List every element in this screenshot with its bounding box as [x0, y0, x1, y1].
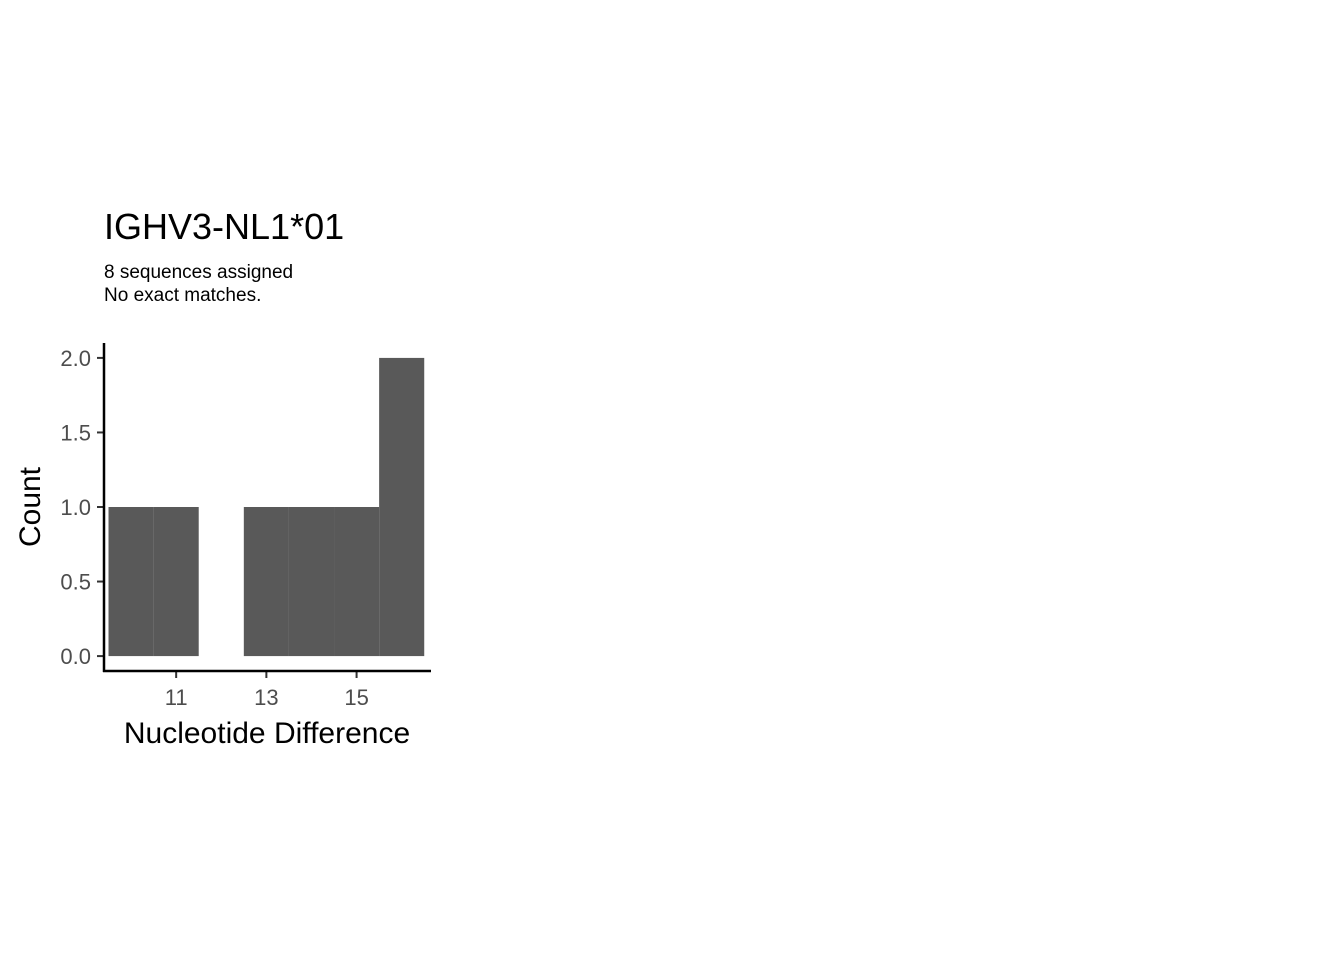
- y-axis-title: Count: [14, 466, 47, 547]
- y-tick-label: 0.5: [60, 570, 91, 595]
- x-tick-label: 11: [165, 685, 188, 710]
- y-tick-label: 1.5: [60, 420, 91, 445]
- y-tick-label: 0.0: [60, 644, 91, 669]
- bar-14: [288, 507, 335, 657]
- y-axis-ticks: 0.0 0.5 1.0 1.5 2.0: [60, 346, 104, 669]
- bar-11: [153, 507, 199, 657]
- bar-13: [243, 507, 289, 657]
- x-axis-ticks: 11 13 15: [165, 671, 369, 710]
- subtitle-line-matches: No exact matches.: [104, 285, 261, 306]
- x-axis-title: Nucleotide Difference: [124, 717, 410, 750]
- bar-16: [379, 357, 425, 657]
- bar-15: [334, 507, 380, 657]
- y-tick-label: 2.0: [60, 346, 91, 371]
- bar-10: [108, 507, 154, 657]
- x-tick-label: 13: [254, 685, 278, 710]
- bars-group: [108, 357, 425, 657]
- x-tick-label: 15: [344, 685, 368, 710]
- y-tick-label: 1.0: [60, 495, 91, 520]
- subtitle-line-sequences: 8 sequences assigned: [104, 262, 293, 283]
- chart-title: IGHV3-NL1*01: [104, 206, 344, 247]
